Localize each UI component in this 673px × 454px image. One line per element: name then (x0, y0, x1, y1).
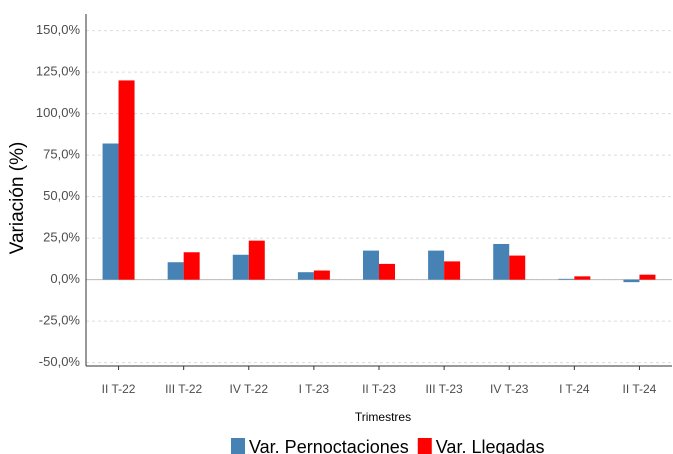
bar (363, 250, 379, 280)
bar (509, 255, 526, 280)
bar (444, 261, 461, 280)
x-tick-label: IV T-23 (490, 382, 529, 396)
bar (102, 143, 119, 280)
y-axis-title: Variación (%) (7, 142, 28, 255)
x-tick-label: IV T-22 (230, 382, 269, 396)
y-tick-label: -25,0% (39, 313, 81, 328)
y-tick-label: 75,0% (43, 147, 80, 162)
bar (428, 250, 445, 280)
x-tick-label: I T-24 (559, 382, 590, 396)
bar (232, 254, 249, 280)
legend-label: Var. Pernoctaciones (249, 437, 409, 454)
y-tick-label: 0,0% (50, 271, 80, 286)
bar (183, 252, 200, 280)
x-tick-label: II T-24 (623, 382, 657, 396)
y-tick-label: 50,0% (43, 188, 80, 203)
x-tick-label: III T-22 (165, 382, 202, 396)
x-tick-label: III T-23 (426, 382, 463, 396)
bar (493, 243, 510, 280)
y-tick-label: 150,0% (36, 22, 81, 37)
bar (639, 274, 656, 280)
bar (313, 270, 330, 280)
bar (248, 240, 265, 280)
bar (167, 262, 184, 280)
y-tick-label: -50,0% (39, 354, 81, 369)
x-tick-label: I T-23 (299, 382, 330, 396)
x-tick-label: II T-22 (102, 382, 136, 396)
x-axis-title: Trimestres (355, 410, 411, 424)
y-tick-label: 125,0% (36, 64, 81, 79)
bar (623, 279, 640, 283)
bar (558, 278, 575, 280)
legend-swatch (231, 438, 245, 454)
y-tick-label: 25,0% (43, 230, 80, 245)
x-tick-label: II T-23 (362, 382, 396, 396)
bar (118, 80, 135, 280)
legend-label: Var. Llegadas (436, 437, 545, 454)
bar (574, 276, 591, 280)
legend-swatch (417, 438, 432, 454)
bar (297, 272, 314, 280)
y-tick-label: 100,0% (36, 105, 81, 120)
bar (379, 263, 395, 280)
